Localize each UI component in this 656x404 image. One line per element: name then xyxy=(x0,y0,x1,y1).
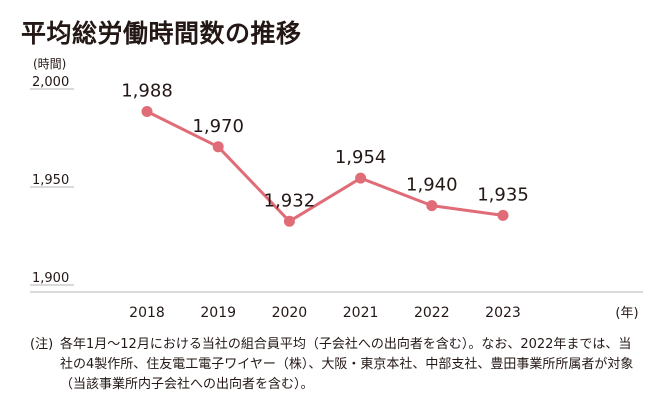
data-label: 1,940 xyxy=(406,175,458,196)
x-tick-label: 2021 xyxy=(343,305,379,321)
data-point xyxy=(212,141,224,153)
footnote-text: 各年1月～12月における当社の組合員平均（子会社への出向者を含む）。なお、202… xyxy=(60,337,634,392)
chart-title: 平均総労働時間数の推移 xyxy=(21,19,302,48)
y-tick-label: 2,000 xyxy=(32,75,69,90)
x-tick-label: 2018 xyxy=(129,305,165,321)
data-point xyxy=(141,106,153,118)
x-tick-label: 2022 xyxy=(414,305,450,321)
data-label: 1,988 xyxy=(121,81,173,102)
series-line xyxy=(146,110,504,223)
x-tick-label: 2023 xyxy=(485,305,521,321)
x-axis-title: (年) xyxy=(615,306,638,321)
data-point xyxy=(497,209,509,221)
x-tick-label: 2019 xyxy=(200,305,236,321)
footnote: (注) 各年1月～12月における当社の組合員平均（子会社への出向者を含む）。なお… xyxy=(30,335,642,395)
y-tick-label: 1,900 xyxy=(32,271,69,286)
data-label: 1,970 xyxy=(192,116,244,137)
footnote-prefix: (注) xyxy=(30,337,54,352)
data-label: 1,935 xyxy=(477,184,529,205)
data-point xyxy=(426,200,438,212)
data-label: 1,954 xyxy=(335,147,387,168)
y-axis-title: (時間) xyxy=(33,57,66,71)
y-tick-label: 1,950 xyxy=(32,173,69,188)
data-point xyxy=(283,215,295,227)
x-tick-label: 2020 xyxy=(272,305,308,321)
line-chart: (時間) 2,000 1,950 1,900 2018 2019 2020 2021 2022 2… xyxy=(30,57,643,321)
data-label: 1,932 xyxy=(264,190,316,211)
data-point xyxy=(355,172,367,184)
